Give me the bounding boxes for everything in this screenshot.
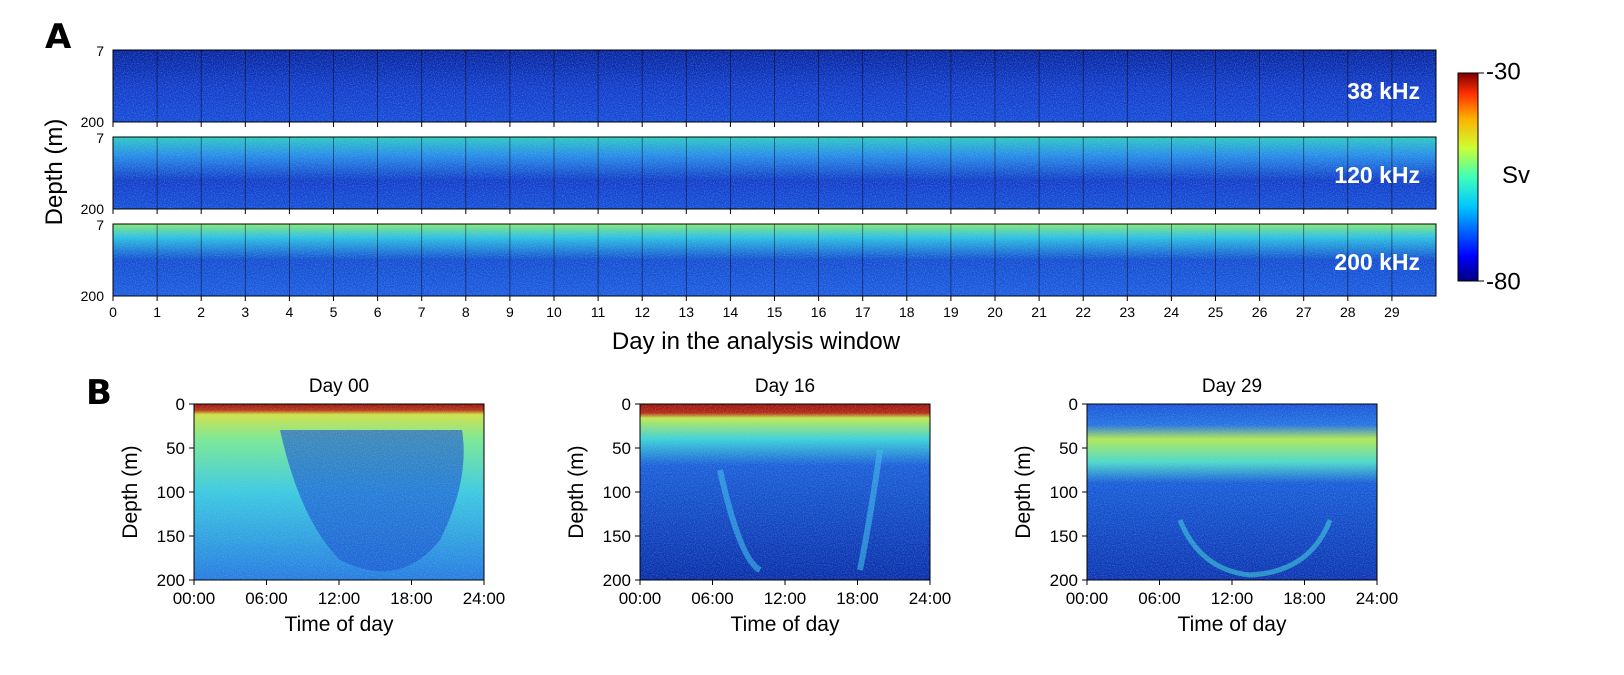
panel-a-xticks: 0 1 2 3 4 5 6 7 8 9 10 11 12 13 14 15 16 17 18 19 20 21 22 23 24… bbox=[109, 122, 1400, 320]
day-tick-label: 19 bbox=[943, 304, 959, 320]
freq-label-38: 38 kHz bbox=[1347, 78, 1420, 104]
panel-b-letter: B bbox=[86, 373, 112, 413]
day-tick-label: 9 bbox=[506, 304, 514, 320]
ytick-label: 50 bbox=[166, 439, 185, 458]
ytick-200-top: 7 bbox=[96, 217, 104, 233]
day-tick-label: 7 bbox=[418, 304, 426, 320]
xtick-label: 24:00 bbox=[909, 589, 952, 608]
ytick-label: 150 bbox=[157, 527, 185, 546]
ytick-label: 200 bbox=[1050, 571, 1078, 590]
xtick-label: 24:00 bbox=[463, 589, 506, 608]
subplot-xlabel: Time of day bbox=[731, 613, 840, 636]
day-tick-label: 3 bbox=[241, 304, 249, 320]
day-tick-label: 5 bbox=[330, 304, 338, 320]
day-tick-label: 4 bbox=[286, 304, 294, 320]
day-tick-label: 1 bbox=[153, 304, 161, 320]
xtick-label: 12:00 bbox=[318, 589, 361, 608]
ytick-label: 100 bbox=[1050, 483, 1078, 502]
day-tick-label: 23 bbox=[1120, 304, 1136, 320]
subplot-title-day16: Day 16 bbox=[755, 376, 815, 397]
subplot-ylabel: Depth (m) bbox=[565, 445, 588, 538]
subplot-title-day29: Day 29 bbox=[1202, 376, 1262, 397]
day-tick-label: 24 bbox=[1164, 304, 1180, 320]
day-tick-label: 2 bbox=[197, 304, 205, 320]
ytick-label: 0 bbox=[1069, 395, 1078, 414]
ytick-label: 150 bbox=[1050, 527, 1078, 546]
day-tick-label: 29 bbox=[1384, 304, 1400, 320]
day-tick-label: 25 bbox=[1208, 304, 1224, 320]
day-tick-label: 17 bbox=[855, 304, 871, 320]
day-tick-label: 10 bbox=[546, 304, 562, 320]
xtick-label: 00:00 bbox=[173, 589, 216, 608]
day-tick-label: 20 bbox=[987, 304, 1003, 320]
xtick-label: 18:00 bbox=[390, 589, 433, 608]
panel-a-letter: A bbox=[45, 17, 72, 57]
day-tick-label: 15 bbox=[767, 304, 783, 320]
ytick-38-top: 7 bbox=[96, 43, 104, 59]
day-tick-label: 28 bbox=[1340, 304, 1356, 320]
ytick-label: 0 bbox=[176, 395, 185, 414]
day-tick-label: 16 bbox=[811, 304, 827, 320]
xtick-label: 18:00 bbox=[1283, 589, 1326, 608]
subplot-xlabel: Time of day bbox=[285, 613, 394, 636]
xtick-label: 12:00 bbox=[1211, 589, 1254, 608]
ytick-label: 50 bbox=[1059, 439, 1078, 458]
ytick-label: 50 bbox=[612, 439, 631, 458]
day-tick-label: 27 bbox=[1296, 304, 1312, 320]
day-tick-label: 13 bbox=[679, 304, 695, 320]
day-tick-label: 26 bbox=[1252, 304, 1268, 320]
colorbar-title: Sv bbox=[1502, 162, 1530, 189]
subplot-ylabel: Depth (m) bbox=[1012, 445, 1035, 538]
ytick-label: 200 bbox=[157, 571, 185, 590]
ytick-120-top: 7 bbox=[96, 130, 104, 146]
xtick-label: 00:00 bbox=[1066, 589, 1109, 608]
subplot-day-00: Day 00 bbox=[193, 376, 485, 581]
colorbar-gradient bbox=[1457, 72, 1479, 282]
ytick-label: 0 bbox=[622, 395, 631, 414]
ytick-label: 200 bbox=[603, 571, 631, 590]
xtick-label: 06:00 bbox=[245, 589, 288, 608]
day-tick-label: 6 bbox=[374, 304, 382, 320]
xtick-label: 06:00 bbox=[1138, 589, 1181, 608]
subplot-ylabel: Depth (m) bbox=[119, 445, 142, 538]
panel-a-ylabel: Depth (m) bbox=[41, 119, 68, 226]
day-tick-label: 21 bbox=[1031, 304, 1047, 320]
day-tick-label: 22 bbox=[1075, 304, 1091, 320]
ytick-label: 100 bbox=[603, 483, 631, 502]
day-tick-label: 11 bbox=[591, 304, 606, 320]
ytick-120-bottom: 200 bbox=[81, 201, 105, 217]
subplot-day-16: Day 16 bbox=[639, 376, 931, 581]
freq-label-200: 200 kHz bbox=[1334, 249, 1420, 275]
colorbar-max: -30 bbox=[1486, 58, 1521, 85]
subplot-xlabel: Time of day bbox=[1178, 613, 1287, 636]
ytick-label: 100 bbox=[157, 483, 185, 502]
day-tick-label: 12 bbox=[634, 304, 650, 320]
subplot-title-day00: Day 00 bbox=[309, 376, 369, 397]
xtick-label: 06:00 bbox=[691, 589, 734, 608]
ytick-38-bottom: 200 bbox=[81, 114, 105, 130]
day-tick-label: 14 bbox=[723, 304, 739, 320]
ytick-label: 150 bbox=[603, 527, 631, 546]
xtick-label: 12:00 bbox=[764, 589, 807, 608]
day-tick-label: 8 bbox=[462, 304, 470, 320]
day-separators bbox=[156, 50, 1393, 296]
day-tick-label: 0 bbox=[109, 304, 117, 320]
xtick-label: 24:00 bbox=[1356, 589, 1399, 608]
ytick-200-bottom: 200 bbox=[81, 288, 105, 304]
subplot-day-29: Day 29 bbox=[1086, 376, 1378, 581]
colorbar: -30 -80 Sv bbox=[1457, 58, 1530, 295]
xtick-label: 18:00 bbox=[836, 589, 879, 608]
panel-a-xlabel: Day in the analysis window bbox=[612, 328, 901, 355]
freq-label-120: 120 kHz bbox=[1334, 162, 1420, 188]
panel-a-yticks: 7 200 7 200 7 200 bbox=[81, 43, 105, 304]
colorbar-min: -80 bbox=[1486, 268, 1521, 295]
day-tick-label: 18 bbox=[899, 304, 915, 320]
xtick-label: 00:00 bbox=[619, 589, 662, 608]
